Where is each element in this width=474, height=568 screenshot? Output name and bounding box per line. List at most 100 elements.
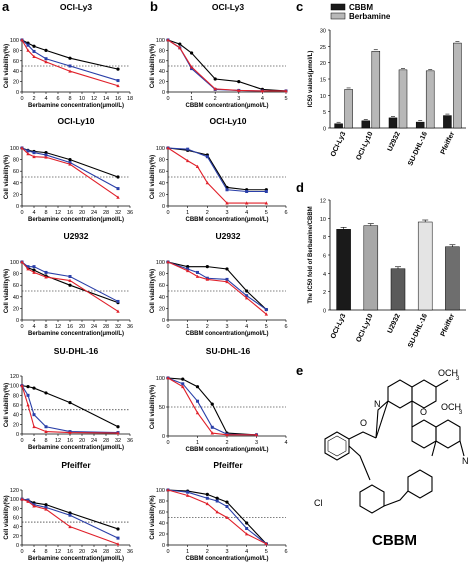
data-point-black [178,42,182,46]
y-tick-label: 40 [13,413,19,419]
oxygen-label-2: O [420,407,427,417]
y-tick-label: 20 [159,192,165,198]
chart-b3: U2932 0 20 40 60 80 100 0 1 2 3 4 5 6 CBBM concentrati… [150,231,288,337]
cbbm-structure-label: CBBM [372,532,417,549]
y-tick-label: 0 [323,309,326,315]
data-point-blue [196,399,199,403]
data-point-red [26,152,30,156]
chart-b5: Pfeiffer 0 20 40 60 80 100 0 1 2 3 4 5 6 CBBM concentr… [150,460,288,562]
data-point-red [244,532,249,536]
data-point-red [264,312,269,316]
data-point-red [20,146,24,150]
category-label: U2932 [387,313,402,335]
x-tick-label: 3 [225,210,228,216]
chart-b1: OCI-Ly3 0 20 40 60 80 100 0 1 2 3 4 5 CBBM concentrat… [150,2,288,109]
category-label: SU-DHL-16 [407,313,429,349]
data-point-red [68,430,72,434]
data-point-blue [225,188,229,192]
data-point-red [195,164,200,168]
x-tick-label: 0 [20,549,23,555]
data-point-blue [186,147,190,151]
x-tick-label: 32 [115,210,121,216]
x-tick-label: 1 [190,96,193,102]
nitrogen-label-1: N [374,399,381,409]
x-tick-label: 2 [32,96,35,102]
series-line-black [167,39,287,92]
category-label: OCI-Ly10 [355,313,374,344]
y-tick-label: 80 [13,48,19,54]
data-point-blue [205,155,209,159]
series-line-red [21,39,119,87]
chart-title: OCI-Ly10 [209,116,246,126]
data-point-blue [196,270,199,274]
x-tick-label: 16 [115,96,121,102]
y-tick-label: 60 [159,510,165,516]
x-tick-label: 2 [206,210,209,216]
x-tick-label: 4 [284,440,287,446]
methoxy-subscript-1: 3 [456,376,460,382]
y-tick-label: 2 [323,290,326,296]
y-tick-label: 100 [156,260,165,266]
x-axis-label: CBBM concentration(μmol/L) [185,556,268,562]
x-tick-label: 32 [115,438,121,444]
y-tick-label: 0 [16,90,19,96]
legend-swatch [330,3,346,11]
x-tick-label: 0 [20,96,23,102]
x-tick-label: 4 [32,549,35,555]
panel-letter-c: c [296,0,303,14]
data-point-red [166,488,170,492]
data-point-red [20,260,24,264]
y-axis-label: Cell viability(%) [150,155,156,199]
data-point-blue [44,153,48,157]
y-tick-label: 0 [16,318,19,324]
data-point-black [245,521,249,525]
series-line-red [167,147,267,204]
y-tick-label: 80 [13,272,19,278]
data-point-red [185,158,190,163]
data-point-blue [116,187,120,191]
x-tick-label: 1 [186,549,189,555]
y-tick-label: 40 [13,295,19,301]
x-tick-label: 0 [166,549,169,555]
y-axis-label: Cell viability(%) [4,269,10,313]
x-tick-label: 12 [55,549,61,555]
methoxy-subscript-2: 3 [459,410,463,416]
panel-letter-b: b [150,0,158,14]
x-tick-label: 4 [32,438,35,444]
data-point-red [32,270,36,274]
data-point-blue [190,67,194,71]
x-tick-label: 1 [196,440,199,446]
data-point-blue [264,308,268,312]
data-point-black [205,265,209,269]
panel-letter-a: a [2,0,10,14]
data-point-blue [116,79,120,83]
data-point-blue [264,190,268,193]
data-point-red [26,403,30,407]
y-tick-label: 20 [159,532,165,538]
bar-fold [363,225,379,311]
x-tick-label: 12 [55,324,61,330]
data-point-blue [116,299,120,303]
data-point-red [205,277,210,281]
data-point-blue [245,527,249,530]
x-tick-label: 3 [225,324,228,330]
y-tick-label: 20 [159,306,165,312]
y-tick-label: 0 [162,434,165,440]
category-label: Pfeiffer [440,131,457,156]
x-tick-label: 1 [186,324,189,330]
x-tick-label: 10 [79,96,85,102]
series-line-red [21,261,119,312]
x-tick-label: 1 [186,210,189,216]
y-tick-label: 60 [13,59,19,65]
y-tick-label: 0 [323,127,326,133]
y-tick-label: 40 [159,181,165,187]
data-point-blue [32,151,36,155]
data-point-red [254,433,259,437]
data-point-red [244,201,249,205]
data-point-red [166,146,170,150]
x-tick-label: 4 [44,96,47,102]
x-tick-label: 18 [127,96,133,102]
category-label: OCI-Ly3 [330,131,348,158]
data-point-black [32,386,36,390]
y-axis-label: Cell viability(%) [4,495,10,539]
